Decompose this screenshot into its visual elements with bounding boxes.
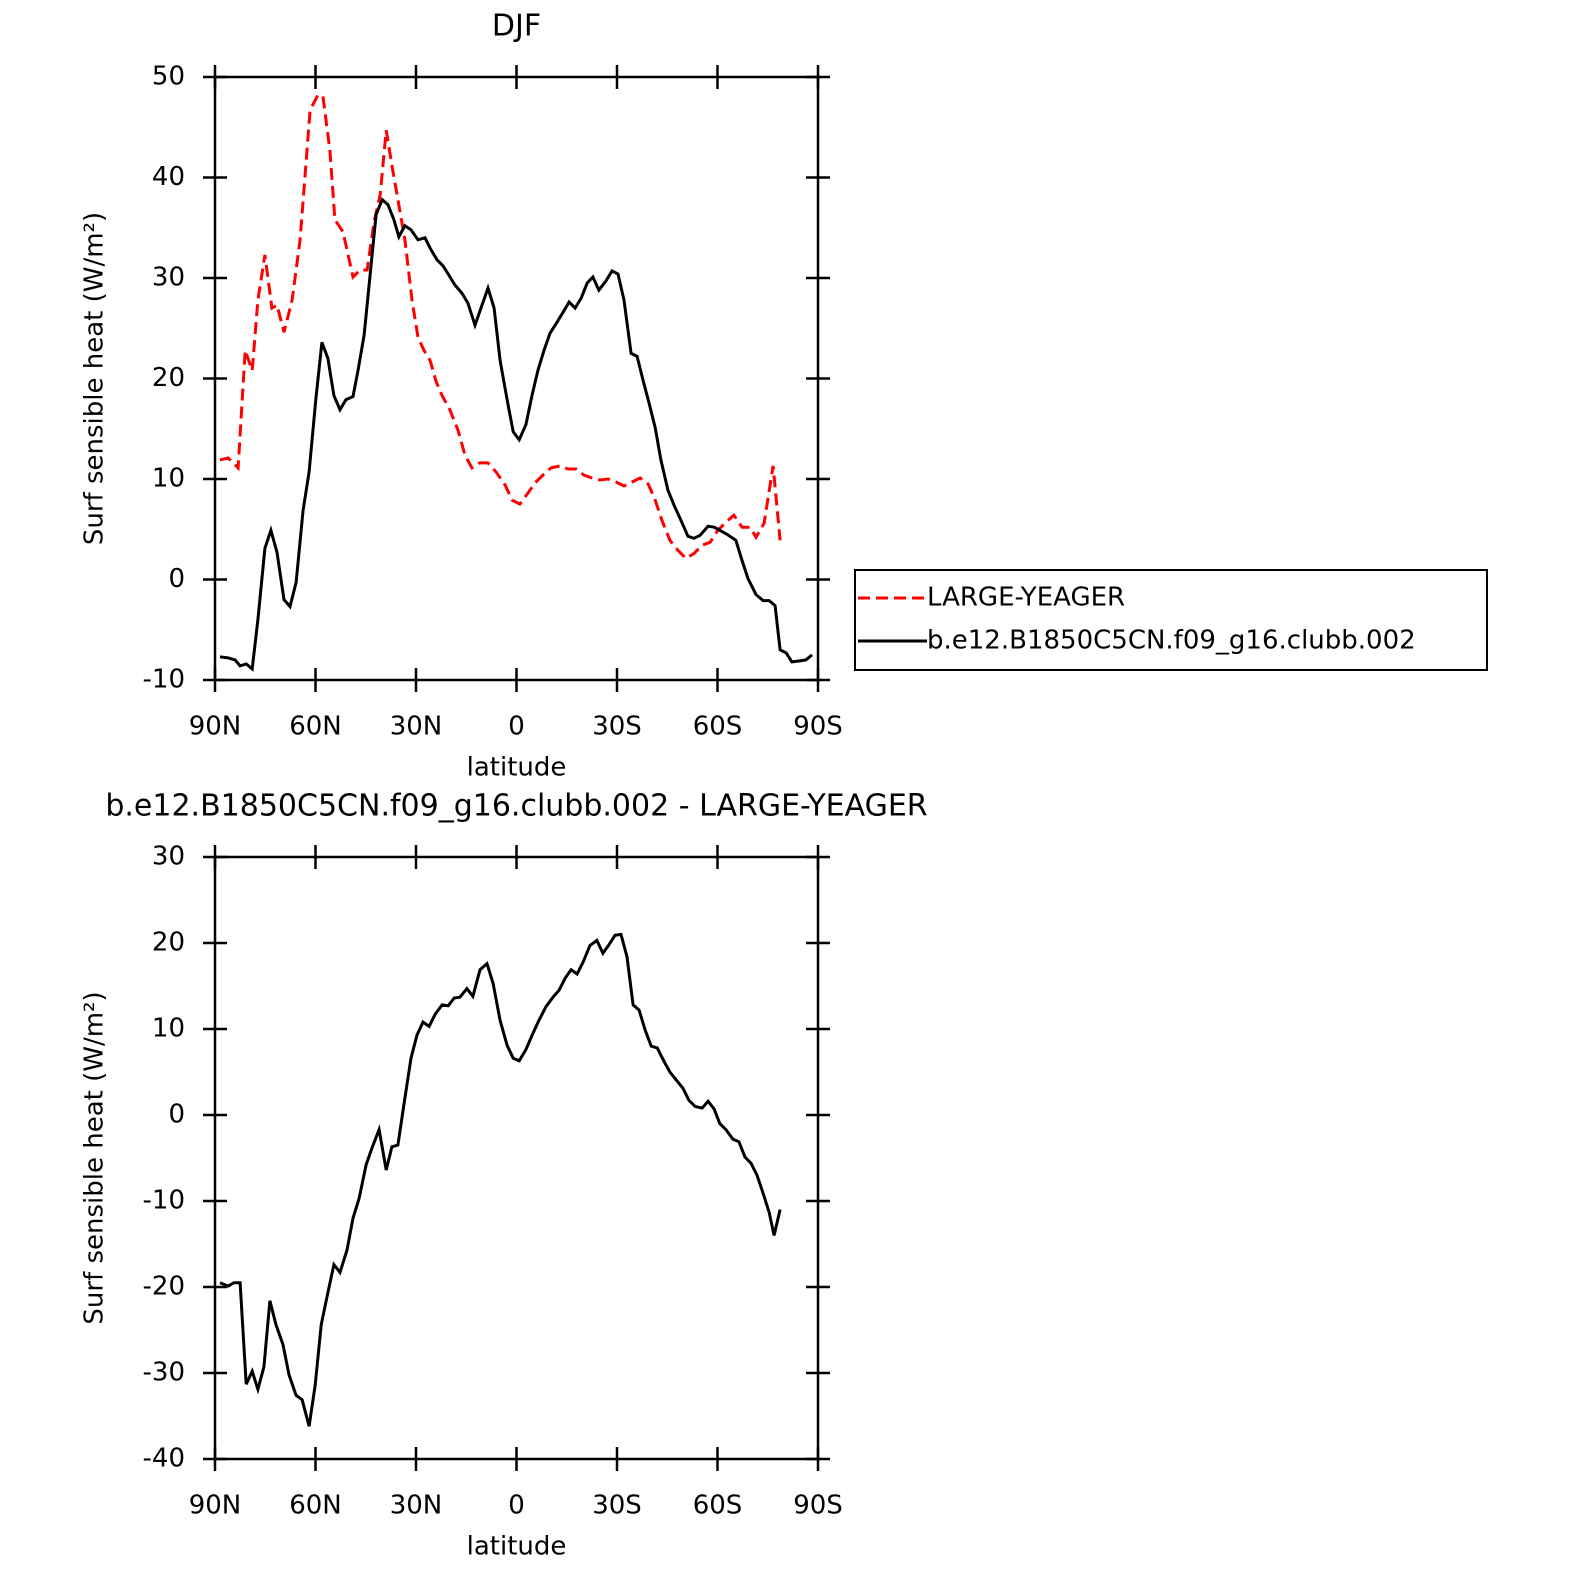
y-tick-label: -30 bbox=[143, 1358, 185, 1388]
data-line bbox=[219, 932, 782, 1427]
y-tick-label: 40 bbox=[152, 162, 185, 192]
y-tick-label: 0 bbox=[168, 1100, 185, 1130]
x-tick-label: 30N bbox=[390, 1491, 443, 1521]
data-line bbox=[219, 93, 782, 561]
legend-label: b.e12.B1850C5CN.f09_g16.clubb.002 bbox=[927, 626, 1416, 656]
legend-box bbox=[854, 569, 1488, 671]
x-tick-label: 90S bbox=[793, 1491, 843, 1521]
x-tick-label: 30S bbox=[592, 1491, 642, 1521]
y-tick-label: -10 bbox=[143, 1186, 185, 1216]
data-line bbox=[219, 197, 813, 672]
y-tick-label: 30 bbox=[152, 263, 185, 293]
x-tick-label: 30N bbox=[390, 712, 443, 742]
y-tick-label: 50 bbox=[152, 62, 185, 92]
x-tick-label: 60N bbox=[289, 712, 342, 742]
y-tick-label: 0 bbox=[168, 564, 185, 594]
x-tick-label: 90N bbox=[189, 1491, 242, 1521]
x-tick-label: 0 bbox=[508, 1491, 525, 1521]
y-tick-label: 30 bbox=[152, 842, 185, 872]
y-tick-label: -20 bbox=[143, 1272, 185, 1302]
x-tick-label: 90N bbox=[189, 712, 242, 742]
plot-frame bbox=[213, 855, 820, 1461]
x-axis-label: latitude bbox=[467, 753, 567, 783]
x-axis-label: latitude bbox=[467, 1532, 567, 1562]
y-tick-label: -40 bbox=[143, 1444, 185, 1474]
y-tick-label: 20 bbox=[152, 928, 185, 958]
x-tick-label: 30S bbox=[592, 712, 642, 742]
x-tick-label: 60S bbox=[693, 712, 743, 742]
x-tick-label: 60N bbox=[289, 1491, 342, 1521]
legend-label: LARGE-YEAGER bbox=[927, 583, 1125, 613]
x-tick-label: 0 bbox=[508, 712, 525, 742]
y-tick-label: 10 bbox=[152, 464, 185, 494]
y-tick-label: 10 bbox=[152, 1014, 185, 1044]
chart-title: b.e12.B1850C5CN.f09_g16.clubb.002 - LARG… bbox=[105, 789, 927, 824]
y-axis-label: Surf sensible heat (W/m²) bbox=[80, 991, 110, 1324]
x-tick-label: 90S bbox=[793, 712, 843, 742]
x-tick-label: 60S bbox=[693, 1491, 743, 1521]
y-tick-label: -10 bbox=[143, 665, 185, 695]
chart-title: DJF bbox=[492, 9, 541, 44]
y-tick-label: 20 bbox=[152, 363, 185, 393]
y-axis-label: Surf sensible heat (W/m²) bbox=[80, 212, 110, 545]
